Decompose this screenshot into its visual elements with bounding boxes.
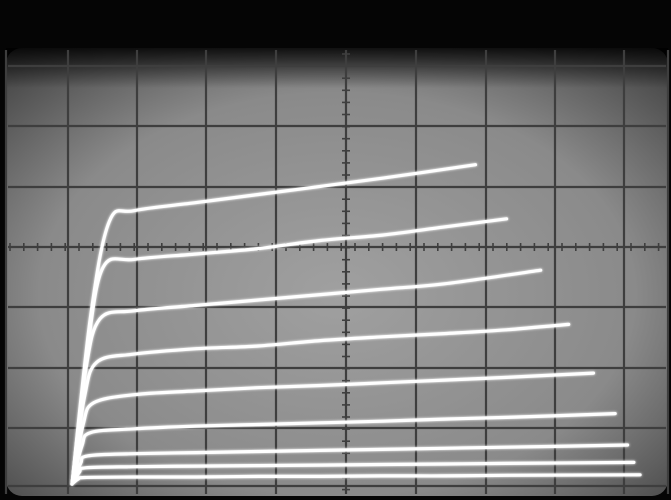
screen-top-shadow: [6, 48, 668, 88]
trace-curve-8: [70, 460, 636, 486]
trace-curve-2: [70, 217, 509, 486]
trace-curve-4: [70, 322, 571, 486]
screen-face: [6, 48, 668, 496]
trace-curve-3: [70, 268, 543, 486]
trace-curve-5: [70, 371, 596, 486]
trace-group: [70, 163, 642, 486]
graticule: [4, 50, 670, 494]
trace-curve-9: [70, 473, 642, 486]
trace-curve-7: [70, 443, 630, 486]
trace-curve-6: [70, 412, 617, 486]
